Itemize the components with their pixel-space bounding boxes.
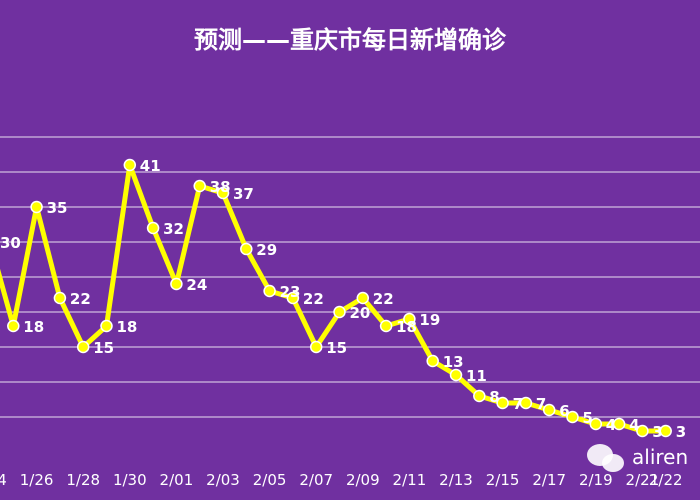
data-label: 3	[676, 423, 686, 441]
x-tick-label: 2/11	[393, 471, 427, 489]
data-point	[146, 221, 160, 235]
data-label: 15	[326, 339, 347, 357]
data-point	[449, 368, 463, 382]
x-tick-label: 1/30	[113, 471, 147, 489]
data-point	[403, 312, 416, 326]
data-point	[589, 417, 603, 431]
data-label: 37	[233, 185, 254, 203]
data-point	[542, 403, 556, 417]
data-label: 5	[583, 409, 593, 427]
data-label: 4	[629, 416, 639, 434]
data-label: 18	[117, 318, 138, 336]
data-point	[240, 242, 253, 256]
data-label: 22	[70, 290, 91, 308]
x-tick-label: 2/03	[206, 471, 240, 489]
data-label: 22	[303, 290, 324, 308]
x-tick-label: 2/21	[626, 471, 660, 489]
x-tick-label: 2/19	[579, 471, 613, 489]
data-point	[193, 179, 206, 193]
data-point	[566, 410, 579, 424]
data-point	[7, 319, 20, 333]
data-point	[636, 424, 649, 438]
data-label: 6	[559, 402, 569, 420]
data-point	[356, 291, 370, 305]
watermark: aliren	[587, 444, 688, 472]
x-tick-label: 1/24	[0, 471, 7, 489]
data-point	[309, 340, 323, 354]
data-label: 29	[256, 241, 277, 259]
data-label: 20	[350, 304, 371, 322]
data-point	[30, 200, 43, 214]
data-point	[216, 186, 230, 200]
data-label: 38	[210, 178, 231, 196]
data-point	[473, 389, 486, 403]
wechat-icon	[587, 444, 624, 472]
data-label: 13	[443, 353, 464, 371]
data-label: 8	[489, 388, 499, 406]
data-label: 15	[93, 339, 114, 357]
data-point	[612, 417, 626, 431]
data-label: 19	[419, 311, 440, 329]
data-label: 7	[513, 395, 523, 413]
data-point	[379, 319, 393, 333]
data-label: 24	[186, 276, 207, 294]
data-label: 4	[606, 416, 616, 434]
data-label: 3	[652, 423, 662, 441]
x-tick-label: 2/13	[439, 471, 473, 489]
data-label: 41	[140, 157, 161, 175]
data-point	[100, 319, 113, 333]
data-label: 35	[47, 199, 68, 217]
data-point	[170, 277, 183, 291]
data-point	[263, 284, 276, 298]
data-label: 23	[280, 283, 301, 301]
x-tick-label: 1/26	[20, 471, 54, 489]
x-tick-label: 2/01	[160, 471, 194, 489]
data-point	[286, 291, 300, 305]
data-points	[7, 158, 672, 438]
watermark-text: aliren	[632, 445, 688, 469]
x-tick-label: 2/15	[486, 471, 520, 489]
data-point	[496, 396, 509, 410]
x-tick-label: 1/28	[66, 471, 100, 489]
data-point	[53, 291, 67, 305]
x-tick-label: 2/22	[649, 471, 683, 489]
chart-title: 预测——重庆市每日新增确诊	[194, 26, 507, 54]
x-tick-label: 2/07	[299, 471, 333, 489]
series-line	[0, 162, 669, 434]
data-point	[123, 158, 137, 172]
data-label: 18	[396, 318, 417, 336]
x-tick-label: 2/05	[253, 471, 287, 489]
data-point	[333, 305, 346, 319]
data-label: 7	[536, 395, 546, 413]
x-tick-label: 2/09	[346, 471, 380, 489]
data-point	[519, 396, 533, 410]
data-point	[76, 340, 90, 354]
data-point	[659, 424, 672, 438]
data-label: 18	[23, 318, 44, 336]
data-label: 22	[373, 290, 394, 308]
grid-lines	[0, 136, 700, 418]
data-label: 32	[163, 220, 184, 238]
data-point	[426, 354, 439, 368]
data-label: 30	[0, 234, 21, 252]
x-tick-label: 2/17	[532, 471, 566, 489]
x-axis-tick-labels: 1/24 1/26 1/28 1/30 2/01 2/03 2/05 2/07 2/09 2/11…	[0, 471, 683, 489]
data-label: 11	[466, 367, 487, 385]
